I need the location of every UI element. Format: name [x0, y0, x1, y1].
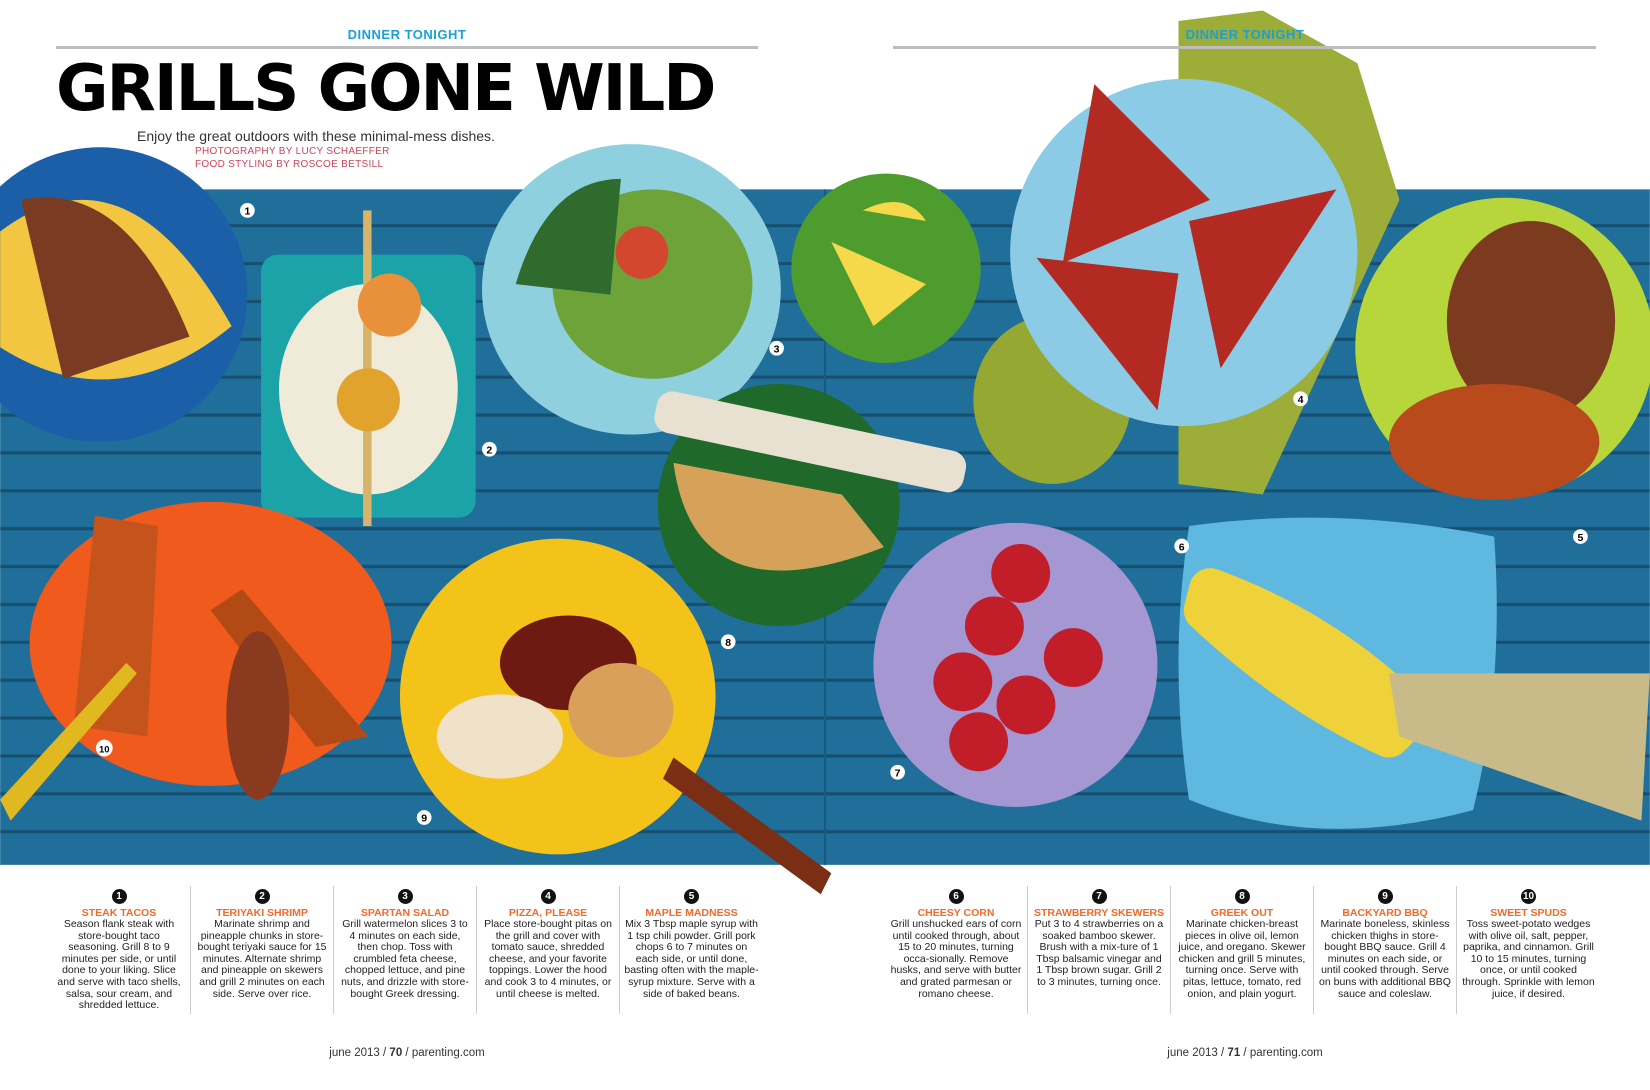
plate-strawberry-skewers — [873, 522, 1158, 807]
plate-cheesy-corn — [1178, 517, 1650, 829]
plate-maple-pork — [1355, 197, 1650, 500]
recipe-title: CHEESY CORN — [917, 907, 995, 919]
recipe-number: 7 — [1091, 889, 1107, 904]
recipe-number: 4 — [540, 889, 556, 904]
svg-text:2: 2 — [486, 444, 492, 456]
recipe-number: 2 — [254, 889, 270, 904]
recipe-1: 1 STEAK TACOS Season flank steak with stor… — [48, 886, 191, 1014]
recipe-title: SPARTAN SALAD — [360, 907, 450, 919]
recipe-title: GREEK OUT — [1210, 907, 1274, 919]
svg-text:10: 10 — [99, 744, 110, 755]
plate-spartan-salad — [482, 144, 781, 435]
recipe-text: Marinate shrimp and pineapple chunks in … — [197, 918, 327, 1000]
recipe-title: PIZZA, PLEASE — [508, 907, 588, 919]
recipe-number: 9 — [1377, 889, 1393, 904]
marker-4: 4 — [1293, 391, 1308, 407]
svg-text:3: 3 — [774, 343, 780, 355]
recipe-title: STRAWBERRY SKEWERS — [1033, 907, 1165, 919]
page-number: 71 — [1227, 1047, 1241, 1059]
marker-5: 5 — [1573, 529, 1588, 544]
recipe-text: Season flank steak with store-bought tac… — [57, 918, 181, 1012]
recipe-text: Toss sweet-potato wedges with olive oil,… — [1462, 918, 1595, 1000]
svg-text:8: 8 — [725, 637, 731, 649]
page-number: 70 — [389, 1047, 403, 1059]
recipe-8: 8 GREEK OUT Marinate chicken-breast pieces… — [1171, 886, 1314, 1014]
recipe-text: Mix 3 Tbsp maple syrup with 1 tsp chili … — [624, 918, 759, 1000]
recipe-3: 3 SPARTAN SALAD Grill watermelon slices 3 … — [334, 886, 477, 1014]
plate-sweet-spuds — [0, 501, 392, 821]
recipe-text: Marinate boneless, skinless chicken thig… — [1319, 918, 1451, 1000]
svg-text:1: 1 — [244, 206, 250, 218]
marker-6: 6 — [1174, 538, 1190, 554]
svg-text:7: 7 — [895, 767, 901, 779]
plate-backyard-bbq — [399, 538, 832, 895]
recipe-text: Grill watermelon slices 3 to 4 minutes o… — [341, 918, 469, 1000]
recipe-text: Grill unshucked ears of corn until cooke… — [890, 918, 1022, 1000]
recipe-text: Put 3 to 4 strawberries on a soaked bamb… — [1034, 918, 1164, 988]
photo-credit: PHOTOGRAPHY BY LUCY SCHAEFFER — [195, 146, 390, 157]
marker-7: 7 — [890, 764, 905, 780]
section-kicker-left: DINNER TONIGHT — [347, 27, 467, 42]
page-title: GRILLS GONE WILD — [56, 52, 716, 126]
marker-2: 2 — [482, 441, 497, 457]
marker-8: 8 — [720, 634, 736, 650]
site-link: parenting.com — [411, 1047, 485, 1059]
recipes-left: 1 STEAK TACOS Season flank steak with stor… — [48, 886, 763, 1014]
recipe-5: 5 MAPLE MADNESS Mix 3 Tbsp maple syrup wit… — [620, 886, 763, 1014]
marker-10: 10 — [95, 739, 113, 757]
svg-text:4: 4 — [1298, 394, 1304, 406]
plate-steak-tacos — [0, 147, 248, 442]
plate-greek-out — [654, 384, 967, 627]
plate-lemons — [791, 173, 981, 363]
recipe-text: Marinate chicken-breast pieces in olive … — [1178, 918, 1306, 1000]
subtitle: Enjoy the great outdoors with these mini… — [137, 128, 495, 144]
photo-number-markers: 1 2 3 4 5 6 7 8 9 10 — [95, 203, 1588, 825]
recipe-9: 9 BACKYARD BBQ Marinate boneless, skinless… — [1314, 886, 1457, 1014]
svg-text:6: 6 — [1179, 541, 1185, 553]
section-kicker-right: DINNER TONIGHT — [1185, 27, 1305, 42]
recipe-number: 1 — [111, 889, 127, 904]
recipe-2: 2 TERIYAKI SHRIMP Marinate shrimp and pine… — [191, 886, 334, 1014]
recipe-title: SWEET SPUDS — [1490, 907, 1567, 919]
recipe-number: 8 — [1234, 889, 1250, 904]
recipe-title: STEAK TACOS — [81, 907, 157, 919]
recipe-title: TERIYAKI SHRIMP — [216, 907, 308, 919]
styling-credit: FOOD STYLING BY ROSCOE BETSILL — [195, 159, 384, 170]
recipe-7: 7 STRAWBERRY SKEWERS Put 3 to 4 strawberri… — [1028, 886, 1171, 1014]
marker-1: 1 — [240, 203, 255, 218]
recipe-10: 10 SWEET SPUDS Toss sweet-potato wedges wi… — [1457, 886, 1600, 1014]
recipe-title: MAPLE MADNESS — [645, 907, 738, 919]
plate-pizza — [1010, 78, 1358, 427]
footer-right: june 2013 / 71 / parenting.com — [1167, 1047, 1323, 1059]
footer-left: june 2013 / 70 / parenting.com — [329, 1047, 485, 1059]
recipe-text: Place store-bought pitas on the grill an… — [484, 918, 612, 1000]
site-link: parenting.com — [1249, 1047, 1323, 1059]
header-rule-right — [893, 46, 1596, 49]
plate-teriyaki-shrimp — [261, 210, 476, 527]
recipe-number: 6 — [948, 889, 964, 904]
recipe-number: 3 — [397, 889, 413, 904]
svg-text:5: 5 — [1577, 532, 1583, 544]
marker-3: 3 — [769, 340, 784, 356]
recipe-number: 10 — [1521, 889, 1536, 904]
recipe-number: 5 — [684, 889, 699, 904]
recipes-right: 6 CHEESY CORN Grill unshucked ears of corn… — [885, 886, 1600, 1014]
marker-9: 9 — [416, 810, 432, 825]
recipe-title: BACKYARD BBQ — [1342, 907, 1428, 919]
header-rule-left — [56, 46, 758, 49]
svg-text:9: 9 — [421, 813, 427, 825]
recipe-4: 4 PIZZA, PLEASE Place store-bought pitas o… — [477, 886, 620, 1014]
recipe-6: 6 CHEESY CORN Grill unshucked ears of corn… — [885, 886, 1028, 1014]
